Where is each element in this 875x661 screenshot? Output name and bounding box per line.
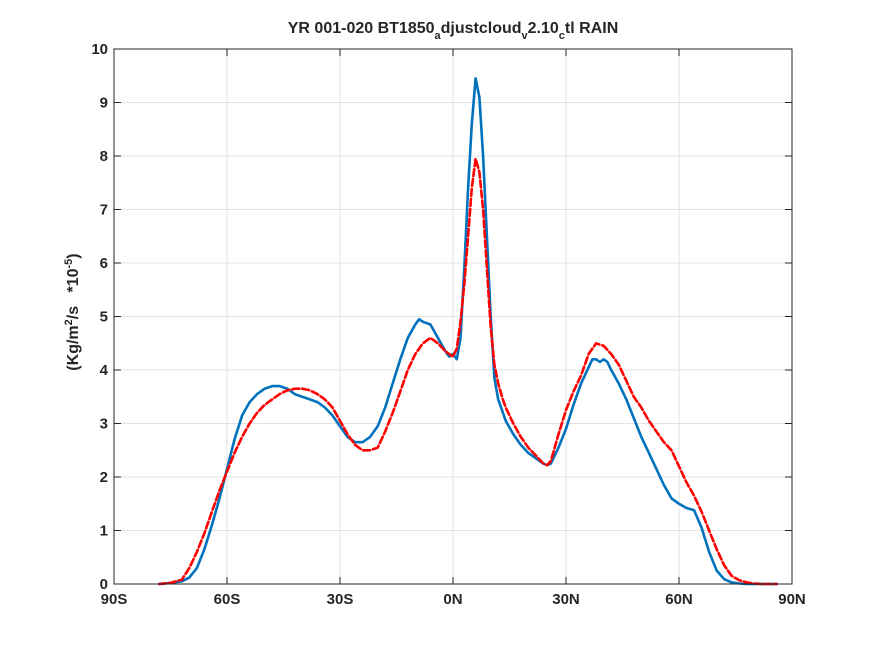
series-group (157, 77, 779, 586)
solid-series-line (157, 77, 779, 586)
y-tick-label: 10 (91, 41, 108, 58)
y-tick-label: 5 (100, 309, 108, 326)
ticks: 90S 60S 30S 0N 30N 60N 90N 0 1 2 3 4 5 6 7 8 9 10 (91, 41, 805, 608)
y-tick-label: 8 (100, 148, 108, 165)
y-tick-label: 6 (100, 255, 108, 272)
x-tick-label: 30S (327, 591, 354, 608)
y-tick-label: 1 (100, 523, 108, 540)
x-tick-label: 90S (101, 591, 128, 608)
y-tick-label: 2 (100, 469, 108, 486)
x-tick-label: 60S (214, 591, 241, 608)
x-tick-label: 90N (778, 591, 806, 608)
y-tick-label: 7 (100, 202, 108, 219)
y-tick-label: 4 (100, 362, 109, 379)
y-tick-label: 9 (100, 95, 108, 112)
dashed-series-line (157, 157, 779, 586)
y-tick-label: 0 (100, 576, 108, 593)
x-tick-label: 30N (552, 591, 580, 608)
chart-title: YR 001-020 BT1850adjustcloudv2.10ctl RAI… (288, 20, 619, 42)
x-tick-label: 0N (443, 591, 462, 608)
y-axis-label: (Kg/m2/s *10-5) (63, 231, 82, 402)
x-tick-label: 60N (665, 591, 693, 608)
y-tick-label: 3 (100, 416, 108, 433)
